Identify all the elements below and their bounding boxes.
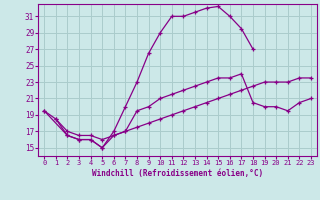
X-axis label: Windchill (Refroidissement éolien,°C): Windchill (Refroidissement éolien,°C) bbox=[92, 169, 263, 178]
